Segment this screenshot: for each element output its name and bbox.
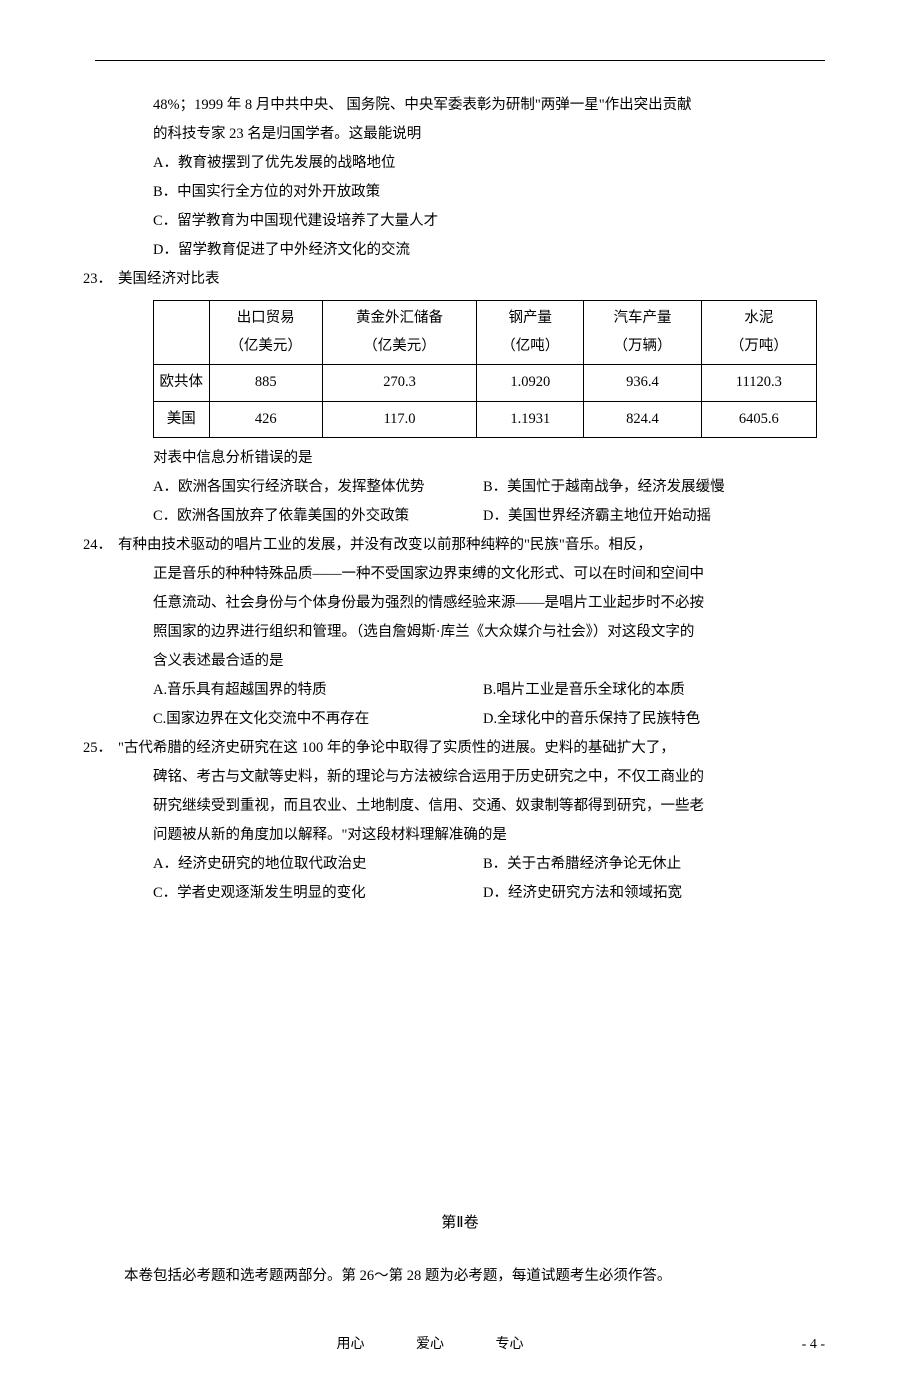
section-2-intro: 本卷包括必考题和选考题两部分。第 26～第 28 题为必考题，每道试题考生必须作…: [95, 1262, 825, 1291]
q24-option-b: B.唱片工业是音乐全球化的本质: [483, 676, 825, 705]
q24-l3: 照国家的边界进行组织和管理。（选自詹姆斯·库兰《大众媒介与社会》）对这段文字的: [95, 618, 825, 647]
footer-word-3: 专心: [496, 1337, 524, 1352]
table-header: 黄金外汇储备 （亿美元）: [322, 301, 476, 365]
row-label: 美国: [154, 401, 210, 438]
footer-center: 用心 爱心 专心: [95, 1331, 765, 1359]
table-row: 美国 426 117.0 1.1931 824.4 6405.6: [154, 401, 817, 438]
table-cell: 1.1931: [477, 401, 584, 438]
q25-options-row1: A．经济史研究的地位取代政治史 B．关于古希腊经济争论无休止: [95, 850, 825, 879]
q22-line1: 48%；1999 年 8 月中共中央、 国务院、中央军委表彰为研制"两弹一星"作…: [95, 91, 825, 120]
q23-table: 出口贸易 （亿美元） 黄金外汇储备 （亿美元） 钢产量 （亿吨） 汽车产量 （万辆） 水…: [153, 300, 817, 438]
question-23: 23．美国经济对比表 出口贸易 （亿美元） 黄金外汇储备 （亿美元） 钢产量 （亿吨）…: [95, 265, 825, 531]
q23-post: 对表中信息分析错误的是: [95, 444, 825, 473]
th-l1: 黄金外汇储备: [356, 310, 443, 326]
th-l2: （万吨）: [730, 338, 788, 354]
q23-options-row1: A．欧洲各国实行经济联合，发挥整体优势 B．美国忙于越南战争，经济发展缓慢: [95, 473, 825, 502]
q24-options-row2: C.国家边界在文化交流中不再存在 D.全球化中的音乐保持了民族特色: [95, 705, 825, 734]
th-l1: 出口贸易: [237, 310, 295, 326]
table-cell: 6405.6: [701, 401, 816, 438]
table-row: 欧共体 885 270.3 1.0920 936.4 11120.3: [154, 365, 817, 402]
table-cell: 11120.3: [701, 365, 816, 402]
q23-option-c: C．欧洲各国放弃了依靠美国的外交政策: [153, 502, 483, 531]
table-header-row: 出口贸易 （亿美元） 黄金外汇储备 （亿美元） 钢产量 （亿吨） 汽车产量 （万辆） 水…: [154, 301, 817, 365]
table-cell: 885: [209, 365, 322, 402]
question-24: 24．有种由技术驱动的唱片工业的发展，并没有改变以前那种纯粹的"民族"音乐。相反…: [95, 531, 825, 734]
table-header: 水泥 （万吨）: [701, 301, 816, 365]
footer-word-2: 爱心: [416, 1337, 444, 1352]
q23-stem: 23．美国经济对比表: [95, 265, 825, 294]
q24-line-first: 24．有种由技术驱动的唱片工业的发展，并没有改变以前那种纯粹的"民族"音乐。相反…: [95, 531, 825, 560]
q22-option-b: B．中国实行全方位的对外开放政策: [95, 178, 825, 207]
table-cell: 117.0: [322, 401, 476, 438]
q22-option-c: C．留学教育为中国现代建设培养了大量人才: [95, 207, 825, 236]
q25-option-d: D．经济史研究方法和领域拓宽: [483, 879, 825, 908]
q25-l0: "古代希腊的经济史研究在这 100 年的争论中取得了实质性的进展。史料的基础扩大…: [118, 740, 675, 756]
q23-option-b: B．美国忙于越南战争，经济发展缓慢: [483, 473, 825, 502]
th-l2: （万辆）: [613, 338, 671, 354]
q22-line2: 的科技专家 23 名是归国学者。这最能说明: [95, 120, 825, 149]
table-header: 出口贸易 （亿美元）: [209, 301, 322, 365]
footer-word-1: 用心: [337, 1337, 365, 1352]
q25-l2: 研究继续受到重视，而且农业、土地制度、信用、交通、奴隶制等都得到研究，一些老: [95, 792, 825, 821]
table-cell: 824.4: [584, 401, 701, 438]
row-label: 欧共体: [154, 365, 210, 402]
th-l1: 钢产量: [509, 310, 553, 326]
q24-option-c: C.国家边界在文化交流中不再存在: [153, 705, 483, 734]
q24-l0: 有种由技术驱动的唱片工业的发展，并没有改变以前那种纯粹的"民族"音乐。相反，: [118, 537, 652, 553]
q25-line-first: 25．"古代希腊的经济史研究在这 100 年的争论中取得了实质性的进展。史料的基…: [95, 734, 825, 763]
table-cell: 1.0920: [477, 365, 584, 402]
q23-options-row2: C．欧洲各国放弃了依靠美国的外交政策 D．美国世界经济霸主地位开始动摇: [95, 502, 825, 531]
q22-option-a: A．教育被摆到了优先发展的战略地位: [95, 149, 825, 178]
table-cell: 936.4: [584, 365, 701, 402]
q24-options-row1: A.音乐具有超越国界的特质 B.唱片工业是音乐全球化的本质: [95, 676, 825, 705]
q23-option-d: D．美国世界经济霸主地位开始动摇: [483, 502, 825, 531]
table-cell: 270.3: [322, 365, 476, 402]
q22-option-d: D．留学教育促进了中外经济文化的交流: [95, 236, 825, 265]
th-l1: 汽车产量: [613, 310, 671, 326]
table-header: 钢产量 （亿吨）: [477, 301, 584, 365]
q24-l4: 含义表述最合适的是: [95, 647, 825, 676]
q25-option-a: A．经济史研究的地位取代政治史: [153, 850, 483, 879]
q24-l1: 正是音乐的种种特殊品质——一种不受国家边界束缚的文化形式、可以在时间和空间中: [95, 560, 825, 589]
header-rule: [95, 60, 825, 61]
question-22-tail: 48%；1999 年 8 月中共中央、 国务院、中央军委表彰为研制"两弹一星"作…: [95, 91, 825, 265]
q24-option-a: A.音乐具有超越国界的特质: [153, 676, 483, 705]
page-number: - 4 -: [765, 1331, 825, 1359]
th-l2: （亿美元）: [363, 338, 436, 354]
section-2-title: 第Ⅱ卷: [95, 1208, 825, 1238]
q24-l2: 任意流动、社会身份与个体身份最为强烈的情感经验来源——是唱片工业起步时不必按: [95, 589, 825, 618]
q25-l1: 碑铭、考古与文献等史料，新的理论与方法被综合运用于历史研究之中，不仅工商业的: [95, 763, 825, 792]
q23-stem-text: 美国经济对比表: [118, 271, 220, 287]
q25-l3: 问题被从新的角度加以解释。"对这段材料理解准确的是: [95, 821, 825, 850]
table-header-blank: [154, 301, 210, 365]
th-l2: （亿吨）: [501, 338, 559, 354]
table-header: 汽车产量 （万辆）: [584, 301, 701, 365]
q25-option-b: B．关于古希腊经济争论无休止: [483, 850, 825, 879]
page-footer: 用心 爱心 专心 - 4 -: [95, 1331, 825, 1359]
q25-options-row2: C．学者史观逐渐发生明显的变化 D．经济史研究方法和领域拓宽: [95, 879, 825, 908]
table-cell: 426: [209, 401, 322, 438]
question-25: 25．"古代希腊的经济史研究在这 100 年的争论中取得了实质性的进展。史料的基…: [95, 734, 825, 908]
th-l1: 水泥: [744, 310, 773, 326]
th-l2: （亿美元）: [229, 338, 302, 354]
q24-option-d: D.全球化中的音乐保持了民族特色: [483, 705, 825, 734]
q23-option-a: A．欧洲各国实行经济联合，发挥整体优势: [153, 473, 483, 502]
q25-option-c: C．学者史观逐渐发生明显的变化: [153, 879, 483, 908]
